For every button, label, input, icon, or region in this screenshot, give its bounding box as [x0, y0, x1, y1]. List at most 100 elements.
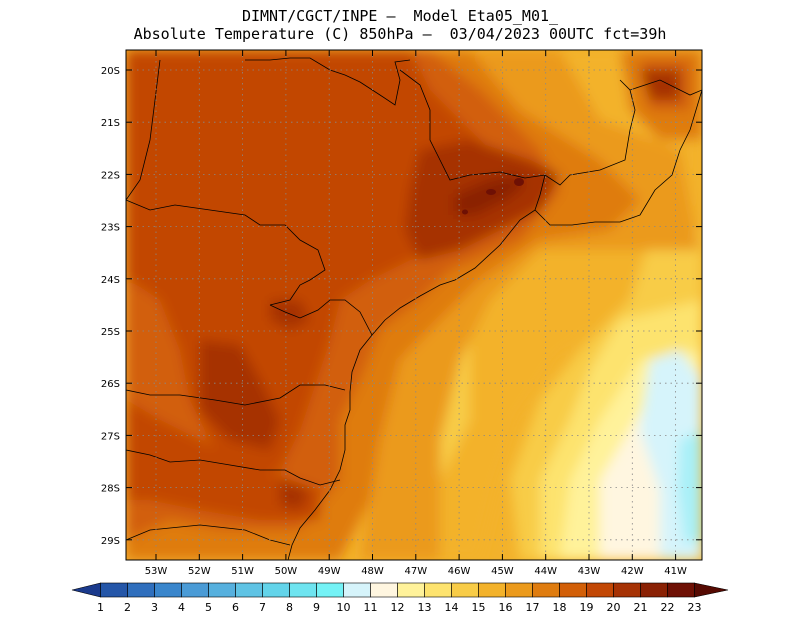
lon-label: 47W [404, 566, 427, 577]
lon-label: 41W [664, 566, 687, 577]
field-21e [640, 70, 680, 100]
colorbar-swatch [181, 582, 209, 598]
colorbar-swatch [613, 582, 641, 598]
colorbar-label: 22 [661, 601, 675, 614]
colorbar-swatch [451, 582, 479, 598]
colorbar-swatch [397, 582, 425, 598]
colorbar-swatch [478, 582, 506, 598]
map-title-line-2: Absolute Temperature (C) 850hPa — 03/04/… [133, 25, 667, 43]
colorbar-swatch [532, 582, 560, 598]
colorbar-swatch [424, 582, 452, 598]
colorbar-label: 4 [178, 601, 185, 614]
colorbar-label: 14 [445, 601, 459, 614]
field-10 [678, 430, 702, 545]
colorbar-swatch [316, 582, 344, 598]
colorbar-swatch [208, 582, 236, 598]
field-21b [200, 340, 280, 450]
colorbar-label: 2 [124, 601, 131, 614]
colorbar-swatch [667, 582, 695, 598]
colorbar-label: 16 [499, 601, 513, 614]
colorbar-swatch [127, 582, 155, 598]
border-sp-rj [534, 174, 546, 211]
colorbar-label: 21 [634, 601, 648, 614]
lat-label: 29S [101, 536, 120, 547]
field-23-spot [486, 189, 496, 195]
colorbar-label: 10 [337, 601, 351, 614]
colorbar-swatch [154, 582, 182, 598]
colorbar-label: 8 [286, 601, 293, 614]
lon-label: 50W [275, 566, 298, 577]
colorbar-label: 13 [418, 601, 432, 614]
colorbar-label: 19 [580, 601, 594, 614]
border-es [629, 79, 702, 96]
colorbar: 1 2 3 4 5 6 7 8 9 10 11 12 13 14 15 16 17 18 19 20 21 22 23 [71, 582, 729, 614]
colorbar-label: 20 [607, 601, 621, 614]
colorbar-label: 9 [313, 601, 320, 614]
colorbar-label: 18 [553, 601, 567, 614]
lon-label: 49W [318, 566, 341, 577]
lat-label: 27S [101, 431, 120, 442]
colorbar-swatch [343, 582, 371, 598]
colorbar-label: 3 [151, 601, 158, 614]
colorbar-label: 11 [364, 601, 378, 614]
colorbar-label: 17 [526, 601, 540, 614]
field-20b [126, 400, 320, 520]
lon-label: 52W [188, 566, 211, 577]
lon-label: 44W [534, 566, 557, 577]
colorbar-swatch [640, 582, 668, 598]
lon-label: 48W [361, 566, 384, 577]
colorbar-label: 5 [205, 601, 212, 614]
lat-label: 23S [101, 223, 120, 234]
lon-label: 46W [448, 566, 471, 577]
border-pr-sc [126, 384, 346, 406]
border-sp-pr [269, 299, 373, 336]
border-minas-2 [399, 69, 636, 186]
coastline [287, 89, 702, 560]
colorbar-label: 23 [688, 601, 702, 614]
lat-label: 25S [101, 327, 120, 338]
colorbar-swatch [505, 582, 533, 598]
graticule [126, 50, 702, 560]
field-21c [270, 300, 310, 330]
field-23-spot [514, 178, 524, 186]
colorbar-arrow-high [694, 582, 729, 598]
colorbar-swatch [559, 582, 587, 598]
map-frame [125, 49, 703, 561]
lat-label: 26S [101, 379, 120, 390]
lat-label: 22S [101, 170, 120, 181]
lon-label: 43W [578, 566, 601, 577]
border-sc-rs [126, 449, 341, 486]
lat-label: 24S [101, 275, 120, 286]
colorbar-label: 1 [97, 601, 104, 614]
lon-label: 42W [621, 566, 644, 577]
coastline-and-borders [126, 57, 702, 560]
colorbar-label: 7 [259, 601, 266, 614]
lat-label: 20S [101, 66, 120, 77]
lat-label: 21S [101, 118, 120, 129]
colorbar-label: 6 [232, 601, 239, 614]
map-title-line-1: DIMNT/CGCT/INPE — Model Eta05_M01_ [241, 7, 559, 25]
colorbar-label: 12 [391, 601, 405, 614]
latitude-labels: 20S 21S 22S 23S 24S 25S 26S 27S 28S 29S [101, 66, 120, 547]
lon-label: 51W [231, 566, 254, 577]
colorbar-label: 15 [472, 601, 486, 614]
temperature-field [126, 50, 702, 560]
lon-label: 45W [491, 566, 514, 577]
colorbar-swatch [289, 582, 317, 598]
colorbar-swatch [262, 582, 290, 598]
field-22 [455, 175, 525, 215]
colorbar-swatch [235, 582, 263, 598]
field-23-spot [462, 209, 468, 215]
border-ms [126, 59, 161, 201]
lon-label: 53W [145, 566, 168, 577]
colorbar-swatch [370, 582, 398, 598]
lat-label: 28S [101, 484, 120, 495]
border-rs-south [126, 524, 291, 546]
longitude-labels: 53W 52W 51W 50W 49W 48W 47W 46W 45W 44W 43W 42W 41W [145, 566, 687, 577]
colorbar-swatch [586, 582, 614, 598]
border-minas [245, 57, 411, 106]
colorbar-swatch [100, 582, 128, 598]
border-mg-sp [126, 199, 326, 306]
colorbar-arrow-low [71, 582, 101, 598]
